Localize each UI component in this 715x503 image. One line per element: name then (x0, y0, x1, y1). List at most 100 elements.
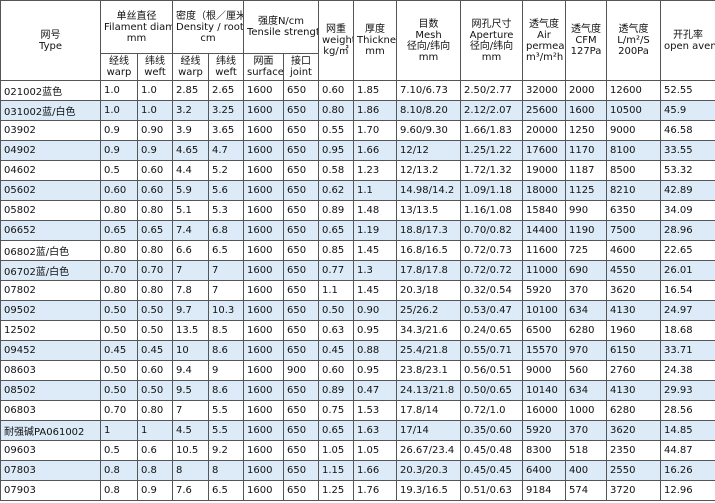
data-cell: 690 (565, 260, 607, 281)
data-cell: 6.5 (208, 480, 244, 501)
data-cell: 9184 (522, 480, 566, 501)
data-row: 08603 0.50 0.60 9.4 9 1600 900 0.60 0.95 23.8/23.… (0, 360, 715, 381)
data-cell: 18.68 (660, 320, 715, 341)
data-row: 09603 0.5 0.6 10.5 9.2 1600 650 1.05 1.05 26.67/2… (0, 440, 715, 461)
data-cell: 0.55/0.71 (460, 340, 523, 361)
subheader-cell: 纬线 weft (208, 53, 244, 81)
data-cell: 0.5 (100, 160, 138, 181)
data-cell: 8210 (606, 180, 661, 201)
data-cell: 0.9 (100, 120, 138, 141)
data-cell: 08502 (0, 380, 101, 401)
data-cell: 0.8 (100, 480, 138, 501)
data-cell: 16000 (522, 400, 566, 421)
data-cell: 34.3/21.6 (396, 320, 461, 341)
data-cell: 5.9 (172, 180, 209, 201)
data-cell: 45.9 (660, 100, 715, 121)
data-cell: 52.55 (660, 80, 715, 101)
data-cell: 650 (283, 440, 319, 461)
data-cell: 24.38 (660, 360, 715, 381)
data-cell: 9.4 (172, 360, 209, 381)
data-cell: 0.72/0.72 (460, 260, 523, 281)
data-cell: 1.25/1.22 (460, 140, 523, 161)
data-cell: 24.13/21.8 (396, 380, 461, 401)
data-cell: 0.90 (353, 300, 397, 321)
header-text: 127Pa (570, 46, 602, 57)
data-cell: 0.6 (137, 440, 173, 461)
data-cell: 7.10/6.73 (396, 80, 461, 101)
data-cell: 0.65 (100, 220, 138, 241)
data-cell: 28.96 (660, 220, 715, 241)
header-text: 透气度 (618, 24, 649, 35)
data-cell: 0.50/0.65 (460, 380, 523, 401)
data-cell: 0.88 (353, 340, 397, 361)
data-row: 06802蓝/白色 0.80 0.80 6.6 6.5 1600 650 0.85 1.45 16… (0, 240, 715, 261)
data-cell: 8.6 (208, 340, 244, 361)
data-cell: 8.6 (208, 380, 244, 401)
subheader-cell: 网面 surface (243, 53, 284, 81)
data-cell: 28.56 (660, 400, 715, 421)
data-cell: 1600 (243, 160, 284, 181)
data-cell: 17/14 (396, 420, 461, 441)
data-cell: 0.80 (137, 280, 173, 301)
data-cell: 29.93 (660, 380, 715, 401)
data-cell: 1960 (606, 320, 661, 341)
data-cell: 1.1 (318, 280, 354, 301)
header-text: mm (126, 32, 147, 44)
data-cell: 650 (283, 320, 319, 341)
header-text: Mesh (415, 29, 442, 41)
data-cell: 1125 (565, 180, 607, 201)
data-cell: 8.10/8.20 (396, 100, 461, 121)
data-row: 09452 0.45 0.45 10 8.6 1600 650 0.45 0.88 25.4/21… (0, 340, 715, 361)
data-cell: 0.47 (353, 380, 397, 401)
data-cell: 8.5 (208, 320, 244, 341)
data-cell: 0.50 (100, 320, 138, 341)
header-text: permeability (526, 40, 565, 52)
subheader-text: weft (215, 67, 237, 78)
data-cell: 09502 (0, 300, 101, 321)
data-cell: 11000 (522, 260, 566, 281)
data-cell: 14.85 (660, 420, 715, 441)
data-cell: 12502 (0, 320, 101, 341)
data-cell: 9000 (522, 360, 566, 381)
data-cell: 8300 (522, 440, 566, 461)
data-cell: 33.55 (660, 140, 715, 161)
header-text: mm (365, 46, 385, 57)
data-cell: 725 (565, 240, 607, 261)
data-row: 04602 0.5 0.60 4.4 5.2 1600 650 0.58 1.23 12/13.2… (0, 160, 715, 181)
data-cell: 6.8 (208, 220, 244, 241)
data-cell: 0.50 (100, 300, 138, 321)
data-cell: 18.8/17.3 (396, 220, 461, 241)
data-cell: 3.65 (208, 120, 244, 141)
data-cell: 0.60 (137, 360, 173, 381)
header-text: 密度（根／厘米） (176, 10, 243, 22)
data-cell: 650 (283, 80, 319, 101)
data-cell: 7 (172, 400, 209, 421)
header-cell: 网孔尺寸 Aperture 径向/纬向 mm (460, 0, 523, 81)
data-cell: 4550 (606, 260, 661, 281)
data-cell: 1600 (243, 420, 284, 441)
data-cell: 2.85 (172, 80, 209, 101)
data-cell: 13.5 (172, 320, 209, 341)
data-cell: 0.80 (137, 400, 173, 421)
subheader-text: surface (247, 67, 284, 78)
data-cell: 031002蓝/白色 (0, 100, 101, 121)
data-cell: 1600 (243, 220, 284, 241)
data-cell: 06803 (0, 400, 101, 421)
data-cell: 4130 (606, 300, 661, 321)
data-cell: 0.50 (137, 380, 173, 401)
header-cell: 透气度Airpermeabilitym³/m²h (522, 0, 566, 81)
subheader-cell: 纬线 weft (137, 53, 173, 81)
data-cell: 25.4/21.8 (396, 340, 461, 361)
data-cell: 09603 (0, 440, 101, 461)
header-text: Type (39, 40, 62, 52)
data-cell: 6.6 (172, 240, 209, 261)
data-cell: 1.25 (318, 480, 354, 501)
data-cell: 650 (283, 160, 319, 181)
data-cell: 0.60 (318, 360, 354, 381)
data-cell: 06702蓝/白色 (0, 260, 101, 281)
header-text: L/m²/S (617, 35, 650, 46)
data-cell: 26.01 (660, 260, 715, 281)
data-cell: 0.53/0.47 (460, 300, 523, 321)
data-cell: 12600 (606, 80, 661, 101)
